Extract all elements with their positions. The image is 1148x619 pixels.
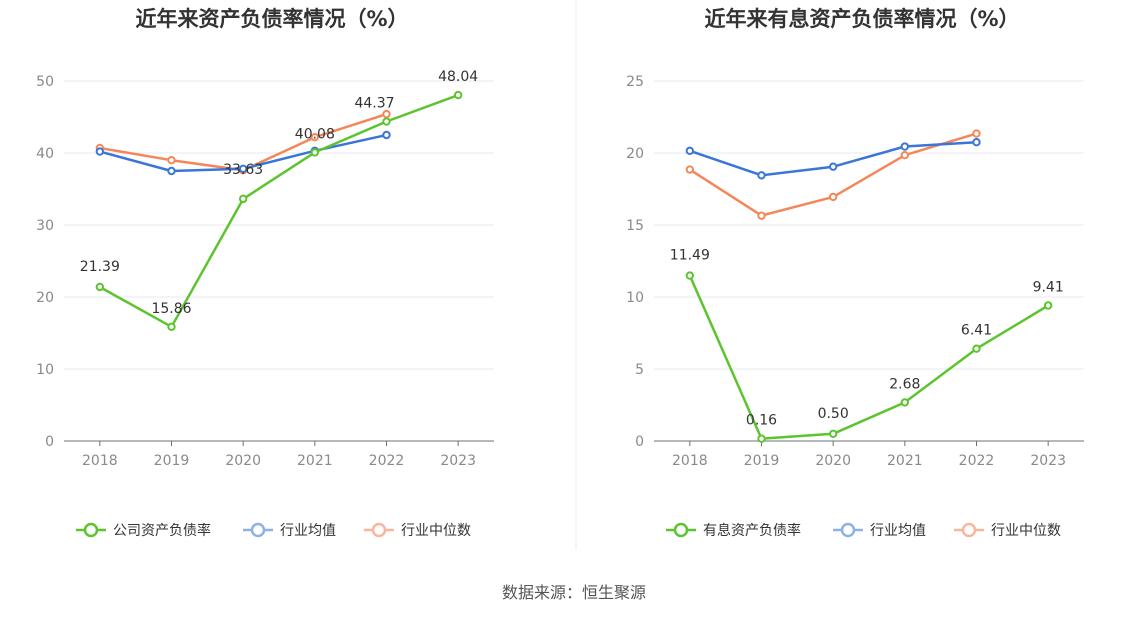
data-point [900,142,910,151]
legend-label: 行业中位数 [401,523,471,539]
data-label: 40.08 [295,126,335,142]
data-label: 21.39 [80,259,120,275]
y-tick-label: 30 [36,218,54,234]
data-point [972,138,981,147]
x-tick-label: 2020 [815,453,851,469]
data-point [685,165,695,174]
y-tick-label: 40 [36,146,54,162]
legend-item-3[interactable]: 行业中位数 [364,522,471,539]
legend-item-2[interactable]: 行业均值 [833,522,926,539]
legend-item-3[interactable]: 行业中位数 [954,522,1061,539]
x-tick-label: 2022 [959,453,995,469]
chart-title: 近年来有息资产负债率情况（%） [704,7,1019,31]
chart-title: 近年来资产负债率情况（%） [135,7,408,31]
x-tick-label: 2023 [1030,453,1066,469]
legend-label: 有息资产负债率 [703,522,801,539]
legend-marker-icon [961,522,977,538]
data-point [167,156,176,165]
x-tick-label: 2023 [440,453,476,469]
x-tick-label: 2018 [82,453,118,469]
data-point [900,398,910,407]
data-point [382,109,391,119]
chart-panel-1: 近年来资产负债率情况（%） 0 10 20 30 40 50 2018 2019 2020 2021… [36,7,494,539]
y-tick-label: 50 [36,74,54,90]
data-point [972,129,981,138]
data-point [757,171,766,180]
legend-label: 行业中位数 [991,523,1061,539]
legend-item-2[interactable]: 行业均值 [243,522,336,539]
legend-marker-icon [673,522,689,538]
x-tick-label: 2018 [672,453,708,469]
x-tick-label: 2021 [887,453,923,469]
y-tick-label: 10 [626,290,644,306]
data-point [453,90,463,100]
data-label: 15.86 [151,301,191,317]
legend-item-1[interactable]: 公司资产负债率 [76,522,211,539]
data-point [382,117,391,126]
data-point [238,164,248,174]
data-point [167,322,176,332]
data-point [167,166,176,176]
data-label: 0.50 [818,406,849,422]
data-label: 33.63 [223,162,263,178]
y-tick-label: 25 [626,74,644,90]
y-tick-label: 0 [45,434,54,450]
series-line-1 [99,93,459,329]
legend-marker-icon [83,522,99,538]
legend-label: 行业均值 [280,523,336,539]
legend-marker-icon [250,522,266,538]
y-tick-label: 20 [626,146,644,162]
data-label: 48.04 [438,69,478,85]
data-point [238,194,248,204]
data-point [757,434,766,443]
y-tick-label: 0 [635,434,644,450]
y-tick-label: 15 [626,218,644,234]
data-point [828,192,838,202]
data-point [310,148,320,157]
legend-marker-icon [371,522,387,538]
legend-marker-icon [840,522,856,538]
data-point [757,211,766,220]
data-point [685,146,695,156]
data-label: 2.68 [889,376,920,392]
data-point [685,271,695,280]
data-label: 11.49 [670,248,710,264]
x-tick-label: 2020 [225,453,261,469]
series-line-1 [688,274,1049,440]
legend-label: 行业均值 [870,523,926,539]
data-point [1043,301,1053,310]
y-tick-label: 20 [36,290,54,306]
legend-item-1[interactable]: 有息资产负债率 [666,522,801,539]
data-point [972,344,981,353]
y-tick-label: 10 [36,362,54,378]
x-tick-label: 2019 [154,453,190,469]
data-label: 44.37 [354,96,394,112]
x-tick-label: 2022 [369,453,405,469]
chart-panel-2: 近年来有息资产负债率情况（%） 0 5 10 15 20 25 2018 2019 2020 202… [626,7,1084,539]
data-point [828,429,838,438]
data-label: 9.41 [1033,279,1064,295]
x-tick-label: 2021 [297,453,333,469]
data-point [95,147,105,156]
data-source: 数据来源：恒生聚源 [502,583,646,602]
x-tick-label: 2019 [744,453,780,469]
legend-label: 公司资产负债率 [113,522,211,539]
y-tick-label: 5 [635,362,644,378]
data-label: 6.41 [961,323,992,339]
data-point [828,162,838,171]
data-label: 0.16 [746,413,777,429]
data-point [310,132,320,142]
data-point [382,130,391,140]
data-point [900,150,910,160]
data-point [95,282,105,292]
